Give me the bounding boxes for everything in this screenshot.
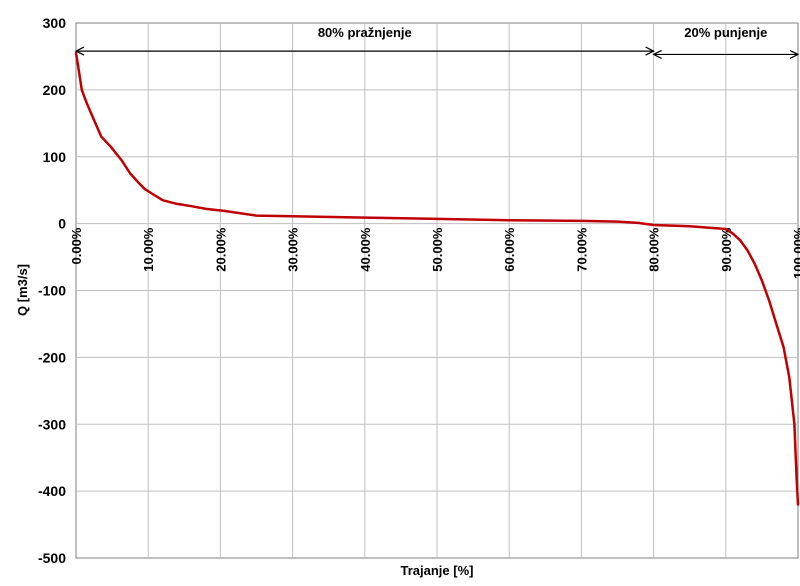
annotation-arrowhead-right: [645, 46, 655, 56]
series-line: [74, 51, 800, 506]
annotation-arrowhead-left: [74, 46, 85, 56]
x-tick-label: 60.00%: [502, 227, 517, 272]
x-tick-label: 20.00%: [213, 227, 228, 272]
grid: [76, 23, 798, 558]
y-tick-label: -200: [38, 349, 66, 365]
x-tick-label: 10.00%: [141, 227, 156, 272]
x-tick-label: 80.00%: [647, 227, 662, 272]
x-tick-label: 70.00%: [574, 227, 589, 272]
x-tick-label: 40.00%: [358, 227, 373, 272]
annotation-label: 20% punjenje: [684, 25, 767, 40]
x-tick-labels: 0.00% 10.00% 20.00% 30.00% 40.00% 50.00% 60.00…: [69, 227, 800, 279]
y-tick-label: -400: [38, 483, 66, 499]
y-tick-label: 100: [43, 149, 67, 165]
y-tick-label: 200: [43, 82, 67, 98]
x-tick-label: 30.00%: [286, 227, 301, 272]
y-tick-label: 0: [58, 216, 66, 232]
y-tick-label: -100: [38, 283, 66, 299]
x-tick-label: 90.00%: [719, 227, 734, 272]
x-tick-label: 100.00%: [791, 227, 800, 279]
y-tick-label: -300: [38, 416, 66, 432]
x-tick-label: 0.00%: [69, 227, 84, 264]
y-tick-labels: -500 -400 -300 -200 -100 0 100 200 300: [38, 15, 66, 566]
annotation-arrowhead-left: [652, 49, 662, 59]
annotation-label: 80% pražnjenje: [318, 25, 412, 40]
annotation-arrowhead-right: [789, 49, 800, 59]
y-tick-label: -500: [38, 550, 66, 566]
series-layer: [74, 51, 800, 506]
y-tick-label: 300: [43, 15, 67, 31]
y-axis-label: Q [m3/s]: [15, 264, 30, 316]
annotations: 80% pražnjenje 20% punjenje: [74, 25, 800, 59]
x-axis-label: Trajanje [%]: [401, 563, 474, 578]
x-tick-label: 50.00%: [430, 227, 445, 272]
